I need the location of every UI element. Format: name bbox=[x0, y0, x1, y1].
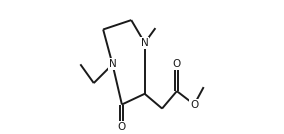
Text: O: O bbox=[190, 100, 199, 109]
Text: O: O bbox=[173, 59, 181, 69]
Text: N: N bbox=[109, 59, 116, 69]
Text: N: N bbox=[141, 38, 149, 48]
Text: O: O bbox=[118, 122, 126, 132]
